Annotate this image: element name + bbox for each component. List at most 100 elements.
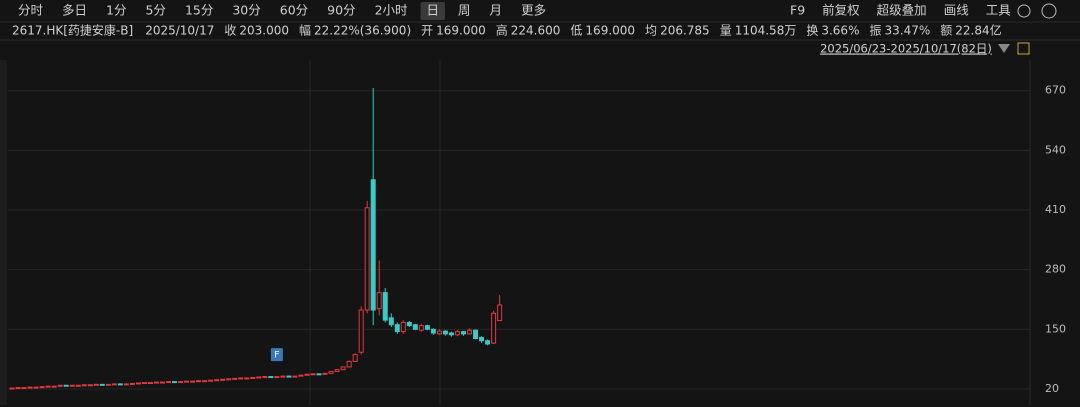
quote-value: 3.66% <box>821 24 859 38</box>
candle-body <box>117 383 123 386</box>
y-tick-label: 670 <box>1045 84 1066 97</box>
toolbar-tab[interactable]: 90分 <box>327 3 355 18</box>
quote-label: 量 <box>720 24 732 38</box>
candle-body <box>442 330 448 335</box>
quote-value: 22.22%(36.900) <box>314 24 411 38</box>
event-marker[interactable] <box>270 348 283 362</box>
candle-body <box>479 337 485 342</box>
quote-value: 33.47% <box>884 24 930 38</box>
toolbar-tab[interactable]: 5分 <box>145 3 165 18</box>
selected-tab-bg <box>420 2 446 20</box>
candle-body <box>376 292 382 310</box>
candle-body <box>322 372 328 375</box>
toolbar-tab[interactable]: 分时 <box>18 3 44 18</box>
candle-body <box>364 207 370 311</box>
candle-body <box>316 373 322 376</box>
candle-body <box>340 366 346 371</box>
candle-body <box>196 380 202 383</box>
candle-body <box>244 377 250 380</box>
candle-body <box>406 321 412 327</box>
candle-body <box>232 377 238 380</box>
help-icon[interactable] <box>1041 3 1057 19</box>
toolbar-button[interactable]: 前复权 <box>822 3 860 18</box>
candle-body <box>69 384 75 387</box>
lock-icon[interactable] <box>1017 42 1030 55</box>
candle-body <box>286 375 292 378</box>
y-tick-label: 410 <box>1045 203 1066 216</box>
candle-body <box>147 382 153 385</box>
y-tick-label: 280 <box>1045 263 1066 276</box>
candle-body <box>141 382 147 385</box>
quote-value: 206.785 <box>660 24 710 38</box>
candle-body <box>394 324 400 333</box>
side-panel <box>0 60 7 405</box>
quote-label: 高 <box>496 23 508 38</box>
candle-body <box>346 360 352 368</box>
candle-body <box>262 376 268 379</box>
candle-body <box>202 380 208 383</box>
toolbar-tab[interactable]: 月 <box>490 3 503 18</box>
quote-label: 幅 <box>299 23 311 38</box>
quote-value: 224.600 <box>511 24 561 38</box>
candle-body <box>436 330 442 335</box>
candle-body <box>485 340 491 345</box>
toolbar-button[interactable]: 超级叠加 <box>877 3 927 18</box>
toolbar-button[interactable]: F9 <box>790 3 805 18</box>
candle-body <box>430 328 436 334</box>
toolbar-tab[interactable]: 60分 <box>280 3 308 18</box>
toolbar-tab[interactable]: 周 <box>458 3 471 18</box>
candle-body <box>15 387 21 390</box>
candle-body <box>473 329 479 339</box>
quote-date: 2025/10/17 <box>145 24 214 38</box>
candle-body <box>304 373 310 376</box>
candle-body <box>178 381 184 384</box>
candle-body <box>105 383 111 386</box>
candle-body <box>461 331 466 335</box>
range-label[interactable]: 2025/06/23-2025/10/17(82日) <box>820 42 992 56</box>
toolbar-tab[interactable]: 1分 <box>106 3 126 18</box>
toolbar-button[interactable]: 工具 <box>986 3 1012 18</box>
toolbar-tab[interactable]: 2小时 <box>375 3 408 18</box>
candle-body <box>328 371 334 374</box>
candle-body <box>129 382 135 385</box>
candle-body <box>9 387 15 390</box>
candle-body <box>87 384 93 387</box>
candle-body <box>358 309 364 353</box>
candle-body <box>352 354 358 362</box>
candle-body <box>39 386 45 389</box>
toolbar-tab[interactable]: 多日 <box>62 3 87 18</box>
toolbar-button[interactable]: 画线 <box>944 3 970 18</box>
event-marker-label: F <box>274 351 279 361</box>
toolbar-tab[interactable]: 15分 <box>185 3 213 18</box>
candle-body <box>454 331 460 336</box>
toolbar-tab[interactable]: 30分 <box>232 3 260 18</box>
candle-body <box>214 379 220 382</box>
quote-label: 低 <box>570 24 582 38</box>
candle-body <box>220 378 226 381</box>
candle-body <box>51 385 57 388</box>
candle-body <box>33 386 39 389</box>
candle-body <box>153 381 159 384</box>
candle-body <box>238 377 244 380</box>
candle-body <box>190 380 196 383</box>
toolbar-tab[interactable]: 更多 <box>521 3 546 18</box>
quote-value: 169.000 <box>585 24 635 38</box>
toolbar-tab[interactable]: 日 <box>427 3 440 18</box>
candle-body <box>292 375 298 378</box>
candle-body <box>424 325 430 330</box>
y-tick-label: 20 <box>1045 382 1059 395</box>
y-tick-label: 150 <box>1045 322 1066 335</box>
range-dropdown[interactable] <box>998 44 1010 53</box>
candle-body <box>298 374 304 377</box>
candle-body <box>81 384 87 387</box>
candle-body <box>172 381 178 384</box>
candle-body <box>57 384 63 387</box>
candle-body <box>268 376 274 379</box>
candle-body <box>280 375 286 378</box>
candle-body <box>334 369 340 373</box>
candle-body <box>310 373 316 376</box>
candle-body <box>21 387 27 390</box>
settings-icon[interactable] <box>1017 4 1031 18</box>
quote-value: 22.84亿 <box>955 23 1001 38</box>
